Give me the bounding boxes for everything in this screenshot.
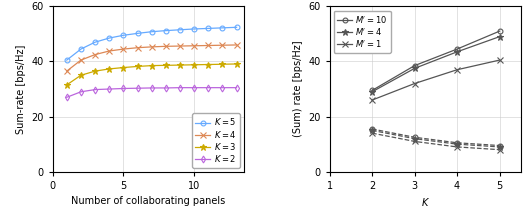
$M' = 4$ <box>411 67 418 70</box>
$M' = 4$ <box>369 91 375 93</box>
$K = 3$ <box>234 63 240 65</box>
Legend: $M' = 10$, $M' = 4$, $M' = 1$: $M' = 10$, $M' = 4$, $M' = 1$ <box>334 11 391 53</box>
$K = 4$ <box>148 46 155 48</box>
Line: $K = 2$: $K = 2$ <box>64 85 239 100</box>
Line: $K = 3$: $K = 3$ <box>63 60 240 88</box>
$K = 5$ <box>191 28 197 30</box>
$K = 2$ <box>64 96 70 99</box>
$K = 4$ <box>191 45 197 47</box>
$M' = 1$ <box>454 68 460 71</box>
$K = 3$ <box>120 66 127 69</box>
$K = 5$ <box>92 41 98 43</box>
$K = 5$ <box>163 29 169 32</box>
$K = 2$ <box>120 87 127 90</box>
$K = 2$ <box>163 87 169 89</box>
$K = 4$ <box>219 44 226 46</box>
$K = 2$ <box>205 86 211 89</box>
$K = 4$ <box>78 59 84 61</box>
$K = 5$ <box>205 27 211 30</box>
$K = 4$ <box>64 70 70 73</box>
$K = 5$ <box>134 32 140 35</box>
$K = 2$ <box>78 91 84 93</box>
$K = 5$ <box>120 34 127 37</box>
$K = 2$ <box>191 86 197 89</box>
$M' = 4$ <box>454 51 460 53</box>
$K = 5$ <box>219 26 226 29</box>
$K = 2$ <box>219 86 226 89</box>
$K = 3$ <box>106 68 113 70</box>
$K = 5$ <box>234 26 240 29</box>
$K = 4$ <box>177 45 183 47</box>
$M' = 10$ <box>454 48 460 50</box>
$K = 3$ <box>219 63 226 66</box>
$K = 2$ <box>106 88 113 90</box>
$K = 2$ <box>92 88 98 91</box>
Line: $K = 5$: $K = 5$ <box>64 25 239 63</box>
Y-axis label: Sum-rate [bps/Hz]: Sum-rate [bps/Hz] <box>16 44 26 134</box>
$K = 3$ <box>191 64 197 66</box>
$K = 3$ <box>148 64 155 67</box>
$K = 3$ <box>134 65 140 68</box>
Line: $M' = 4$: $M' = 4$ <box>369 33 503 95</box>
$K = 4$ <box>205 44 211 47</box>
Y-axis label: (Sum) rate [bps/Hz]: (Sum) rate [bps/Hz] <box>292 41 302 137</box>
$K = 2$ <box>234 86 240 89</box>
X-axis label: Number of collaborating panels: Number of collaborating panels <box>71 196 225 206</box>
$K = 2$ <box>148 87 155 89</box>
Line: $K = 4$: $K = 4$ <box>64 42 239 74</box>
$K = 5$ <box>177 29 183 31</box>
$K = 4$ <box>134 46 140 49</box>
$M' = 10$ <box>369 89 375 92</box>
Legend: $K = 5$, $K = 4$, $K = 3$, $K = 2$: $K = 5$, $K = 4$, $K = 3$, $K = 2$ <box>192 113 239 167</box>
Line: $M' = 1$: $M' = 1$ <box>369 57 502 103</box>
$K = 4$ <box>120 48 127 50</box>
$M' = 1$ <box>411 82 418 85</box>
$M' = 4$ <box>497 35 503 38</box>
$K = 5$ <box>64 59 70 61</box>
$M' = 1$ <box>497 59 503 61</box>
$K = 2$ <box>134 87 140 89</box>
$M' = 10$ <box>411 64 418 67</box>
X-axis label: $K$: $K$ <box>421 196 430 208</box>
$M' = 1$ <box>369 99 375 101</box>
$K = 5$ <box>78 48 84 50</box>
$K = 4$ <box>106 50 113 52</box>
$K = 3$ <box>163 64 169 67</box>
$K = 3$ <box>205 63 211 66</box>
$M' = 10$ <box>497 30 503 32</box>
Line: $M' = 10$: $M' = 10$ <box>370 29 502 93</box>
$K = 5$ <box>106 37 113 39</box>
$K = 3$ <box>92 70 98 73</box>
$K = 4$ <box>92 53 98 56</box>
$K = 5$ <box>148 31 155 33</box>
$K = 3$ <box>78 74 84 77</box>
$K = 2$ <box>177 86 183 89</box>
$K = 4$ <box>163 45 169 48</box>
$K = 3$ <box>64 84 70 86</box>
$K = 4$ <box>234 44 240 46</box>
$K = 3$ <box>177 64 183 66</box>
